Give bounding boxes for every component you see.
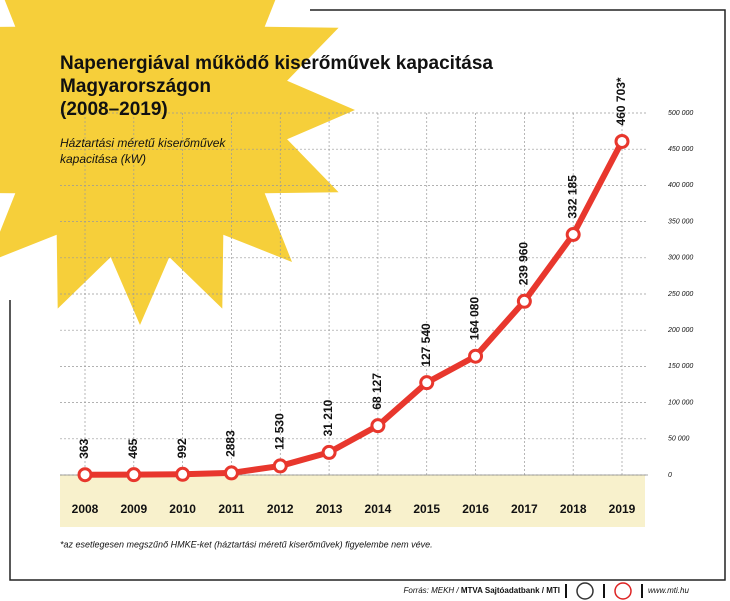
marker (79, 469, 91, 481)
value-label: 239 960 (517, 242, 531, 286)
source: Forrás: MEKH / MTVA Sajtóadatbank / MTI (404, 586, 560, 595)
title: (2008–2019) (60, 99, 168, 120)
x-tick-label: 2009 (120, 502, 147, 516)
value-label: 127 540 (419, 323, 433, 367)
value-label: 164 080 (468, 297, 482, 341)
y-tick-label: 350 000 (668, 218, 693, 225)
marker (421, 377, 433, 389)
chart: Napenergiával működő kiserőművek kapacit… (0, 0, 730, 601)
x-tick-label: 2012 (267, 502, 294, 516)
y-tick-label: 300 000 (668, 255, 693, 262)
x-tick-label: 2018 (560, 502, 587, 516)
y-tick-label: 100 000 (668, 399, 693, 406)
y-tick-label: 250 000 (667, 291, 693, 298)
subtitle: Háztartási méretű kiserőművek (60, 136, 226, 150)
marker (567, 228, 579, 240)
value-label: 992 (175, 438, 189, 458)
marker (616, 135, 628, 147)
x-tick-label: 2015 (413, 502, 440, 516)
y-tick-label: 200 000 (667, 327, 693, 334)
value-label: 332 185 (565, 175, 579, 219)
footnote: *az esetlegesen megszűnő HMKE-ket (házta… (60, 539, 433, 549)
marker (225, 467, 237, 479)
value-label: 12 530 (272, 413, 286, 450)
marker (372, 420, 384, 432)
value-label: 31 210 (321, 399, 335, 436)
axis-band (60, 475, 645, 527)
x-tick-label: 2008 (72, 502, 99, 516)
title: Magyarországon (60, 76, 211, 97)
x-tick-label: 2014 (365, 502, 392, 516)
marker (128, 469, 140, 481)
marker (518, 295, 530, 307)
value-label: 460 703* (614, 77, 628, 125)
x-tick-label: 2013 (316, 502, 343, 516)
source: MTVA Sajtóadatbank / MTI (461, 586, 560, 595)
x-tick-label: 2019 (609, 502, 636, 516)
x-tick-label: 2017 (511, 502, 538, 516)
value-label: 363 (77, 438, 91, 458)
value-label: 68 127 (370, 373, 384, 410)
source: Forrás: MEKH / (404, 586, 461, 595)
marker (470, 350, 482, 362)
x-tick-label: 2010 (169, 502, 196, 516)
marker (323, 446, 335, 458)
x-tick-label: 2016 (462, 502, 489, 516)
y-tick-label: 0 (668, 472, 672, 479)
url: www.mti.hu (648, 586, 689, 595)
y-tick-label: 400 000 (668, 182, 693, 189)
subtitle: kapacitása (kW) (60, 152, 146, 166)
value-label: 465 (126, 438, 140, 458)
y-tick-label: 500 000 (668, 110, 693, 117)
x-tick-label: 2011 (218, 502, 244, 516)
marker (177, 468, 189, 480)
y-tick-label: 50 000 (668, 436, 690, 443)
marker (274, 460, 286, 472)
y-tick-label: 450 000 (668, 146, 693, 153)
value-label: 2883 (224, 430, 238, 457)
y-tick-label: 150 000 (668, 363, 693, 370)
title: Napenergiával működő kiserőművek kapacit… (60, 53, 493, 74)
